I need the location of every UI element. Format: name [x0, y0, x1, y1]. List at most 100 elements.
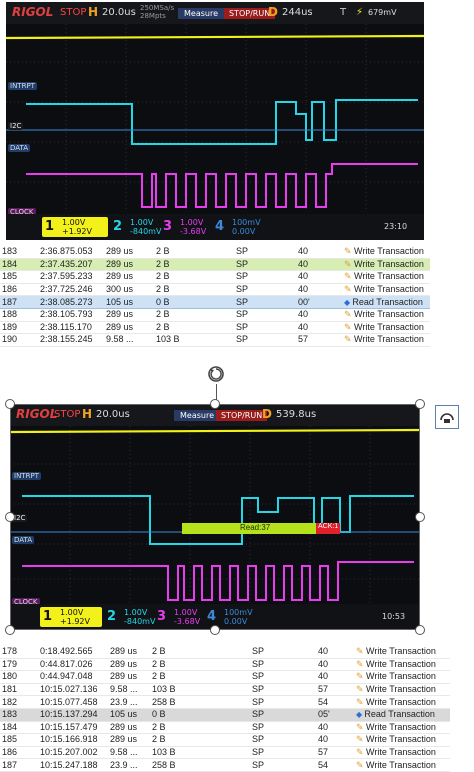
table-row[interactable]: 188 2:38.105.793 289 us 2 B SP 40 ✎ Write Tran…: [0, 308, 430, 322]
table-row[interactable]: 182 10:15.077.458 23.9 ... 258 B SP 54 ✎ Write…: [0, 695, 450, 709]
table-row[interactable]: 187 10:15.247.188 23.9 ... 258 B SP 54 ✎ Write…: [0, 758, 450, 772]
waveform-area: [6, 24, 424, 212]
horizontal-key[interactable]: H: [82, 407, 93, 421]
table-row[interactable]: 181 10:15.027.136 9.58 ... 103 B SP 57 ✎ Write…: [0, 683, 450, 697]
cell-time: 10:15.247.188: [38, 758, 108, 772]
cell-addr: 40: [316, 733, 354, 747]
trigger-key[interactable]: T: [340, 7, 347, 18]
cell-addr: 05': [316, 708, 354, 722]
resize-handle-bottom-right[interactable]: [415, 625, 425, 635]
cell-time: 10:15.137.294: [38, 708, 108, 722]
stop-run-button[interactable]: STOP/RUN: [216, 410, 268, 421]
memory-depth: 28Mpts: [140, 12, 166, 20]
delay-key[interactable]: D: [262, 407, 272, 421]
scope-screenshot-1: RIGOL STOP H 20.0us 250MSa/s 28Mpts Meas…: [6, 2, 424, 240]
resize-handle-top[interactable]: [210, 399, 220, 409]
transaction-description: Write Transaction: [366, 696, 436, 707]
measure-button[interactable]: Measure: [178, 8, 224, 19]
write-transaction-icon: ✎: [356, 696, 367, 707]
horizontal-key[interactable]: H: [88, 5, 99, 19]
cell-idx: 187: [0, 295, 38, 309]
table-row[interactable]: 185 2:37.595.233 289 us 2 B SP 40 ✎ Write Tran…: [0, 270, 430, 284]
cell-addr: 40: [296, 308, 342, 322]
cell-time: 2:38.155.245: [38, 333, 104, 347]
write-transaction-icon: ✎: [356, 658, 367, 669]
channel-4-box[interactable]: 4 100mV 0.00V: [215, 218, 261, 236]
table-row[interactable]: 183 10:15.137.294 105 us 0 B SP 05' ◆ Read Tra…: [0, 708, 450, 722]
delay-value: 244us: [282, 7, 313, 18]
cell-size: 103 B: [150, 746, 250, 760]
resize-handle-left[interactable]: [5, 512, 15, 522]
channel-3-box[interactable]: 3 1.00V -3.68V: [157, 608, 201, 626]
channel-4-box[interactable]: 4 100mV 0.00V: [207, 608, 253, 626]
cell-addr: 40: [296, 246, 342, 259]
cell-time: 10:15.166.918: [38, 733, 108, 747]
cell-idx: 183: [0, 708, 38, 722]
table-row[interactable]: 189 2:38.115.170 289 us 2 B SP 40 ✎ Write Tran…: [0, 321, 430, 335]
run-state: STOP: [60, 7, 87, 18]
channel-2-box[interactable]: 2 1.00V -840mV: [107, 608, 156, 626]
resize-handle-bottom-left[interactable]: [5, 625, 15, 635]
cell-type: SP: [250, 708, 316, 722]
scope-bottom-bar: 1 1.00V +1.92V 2 1.00V -840mV 3 1.00V -3…: [10, 604, 420, 630]
transaction-description: Write Transaction: [366, 747, 436, 758]
table-row[interactable]: 184 10:15.157.479 289 us 2 B SP 40 ✎ Write Tra…: [0, 721, 450, 735]
table-row[interactable]: 184 2:37.435.207 289 us 2 B SP 40 ✎ Write Tran…: [0, 258, 430, 272]
cell-size: 2 B: [154, 321, 234, 335]
decode-read-label: Read:37: [240, 523, 271, 532]
measure-button[interactable]: Measure: [174, 410, 220, 421]
channel-label-clock: CLOCK: [12, 598, 40, 606]
resize-handle-right[interactable]: [415, 512, 425, 522]
ch2-trace: [26, 99, 418, 145]
cell-dur: 105 us: [104, 295, 154, 309]
channel-2-box[interactable]: 2 1.00V -840mV: [113, 218, 162, 236]
transaction-description: Write Transaction: [366, 721, 436, 732]
resize-handle-bottom[interactable]: [210, 625, 220, 635]
cell-size: 2 B: [154, 270, 234, 284]
table-row[interactable]: 178 0:18.492.565 289 us 2 B SP 40 ✎ Write Tran…: [0, 646, 450, 659]
write-transaction-icon: ✎: [344, 284, 355, 295]
cell-idx: 186: [0, 746, 38, 760]
table-row[interactable]: 185 10:15.166.918 289 us 2 B SP 40 ✎ Write Tra…: [0, 733, 450, 747]
cell-addr: 57: [296, 333, 342, 347]
table-row[interactable]: 187 2:38.085.273 105 us 0 B SP 00' ◆ Read Tran…: [0, 295, 430, 309]
resize-handle-top-left[interactable]: [5, 399, 15, 409]
cell-addr: 54: [316, 758, 354, 772]
write-transaction-icon: ✎: [344, 258, 355, 269]
channel-1-box[interactable]: 1 1.00V +1.92V: [40, 607, 102, 627]
cell-size: 103 B: [154, 333, 234, 347]
layout-options-icon[interactable]: [435, 405, 459, 429]
stop-run-button[interactable]: STOP/RUN: [224, 8, 276, 19]
table-row[interactable]: 179 0:44.817.026 289 us 2 B SP 40 ✎ Write Tran…: [0, 658, 450, 672]
cell-idx: 186: [0, 283, 38, 297]
cell-size: 0 B: [154, 295, 234, 309]
cell-idx: 180: [0, 670, 38, 684]
cell-time: 0:18.492.565: [38, 646, 108, 659]
write-transaction-icon: ✎: [356, 747, 367, 758]
table-row[interactable]: 186 10:15.207.002 9.58 ... 103 B SP 57 ✎ Write…: [0, 746, 450, 760]
table-row[interactable]: 183 2:36.875.053 289 us 2 B SP 40 ✎ Write Tran…: [0, 246, 430, 259]
table-row[interactable]: 190 2:38.155.245 9.58 ... 103 B SP 57 ✎ Write …: [0, 333, 430, 347]
run-state: STOP: [54, 409, 81, 420]
cell-time: 2:38.105.793: [38, 308, 104, 322]
channel-1-box[interactable]: 1 1.00V +1.92V: [42, 217, 108, 237]
cell-type: SP: [234, 270, 296, 284]
resize-handle-top-right[interactable]: [415, 399, 425, 409]
cell-dur: 9.58 ...: [108, 683, 150, 697]
channel-label-data: DATA: [8, 144, 31, 152]
cell-size: 2 B: [150, 646, 250, 659]
delay-key[interactable]: D: [268, 5, 278, 19]
table-row[interactable]: 186 2:37.725.246 300 us 2 B SP 40 ✎ Write Tran…: [0, 283, 430, 297]
grid-lines: [10, 426, 420, 604]
cell-desc: ✎ Write Transaction: [342, 258, 430, 272]
cell-idx: 184: [0, 258, 38, 272]
cell-type: SP: [234, 321, 296, 335]
transaction-description: Write Transaction: [366, 734, 436, 745]
cell-dur: 289 us: [104, 308, 154, 322]
transaction-description: Write Transaction: [354, 309, 424, 320]
transaction-description: Read Transaction: [364, 709, 435, 720]
table-row[interactable]: 180 0:44.947.048 289 us 2 B SP 40 ✎ Write Tran…: [0, 670, 450, 684]
channel-3-box[interactable]: 3 1.00V -3.68V: [163, 218, 207, 236]
rotate-handle-icon[interactable]: [206, 364, 226, 384]
cell-dur: 289 us: [108, 733, 150, 747]
